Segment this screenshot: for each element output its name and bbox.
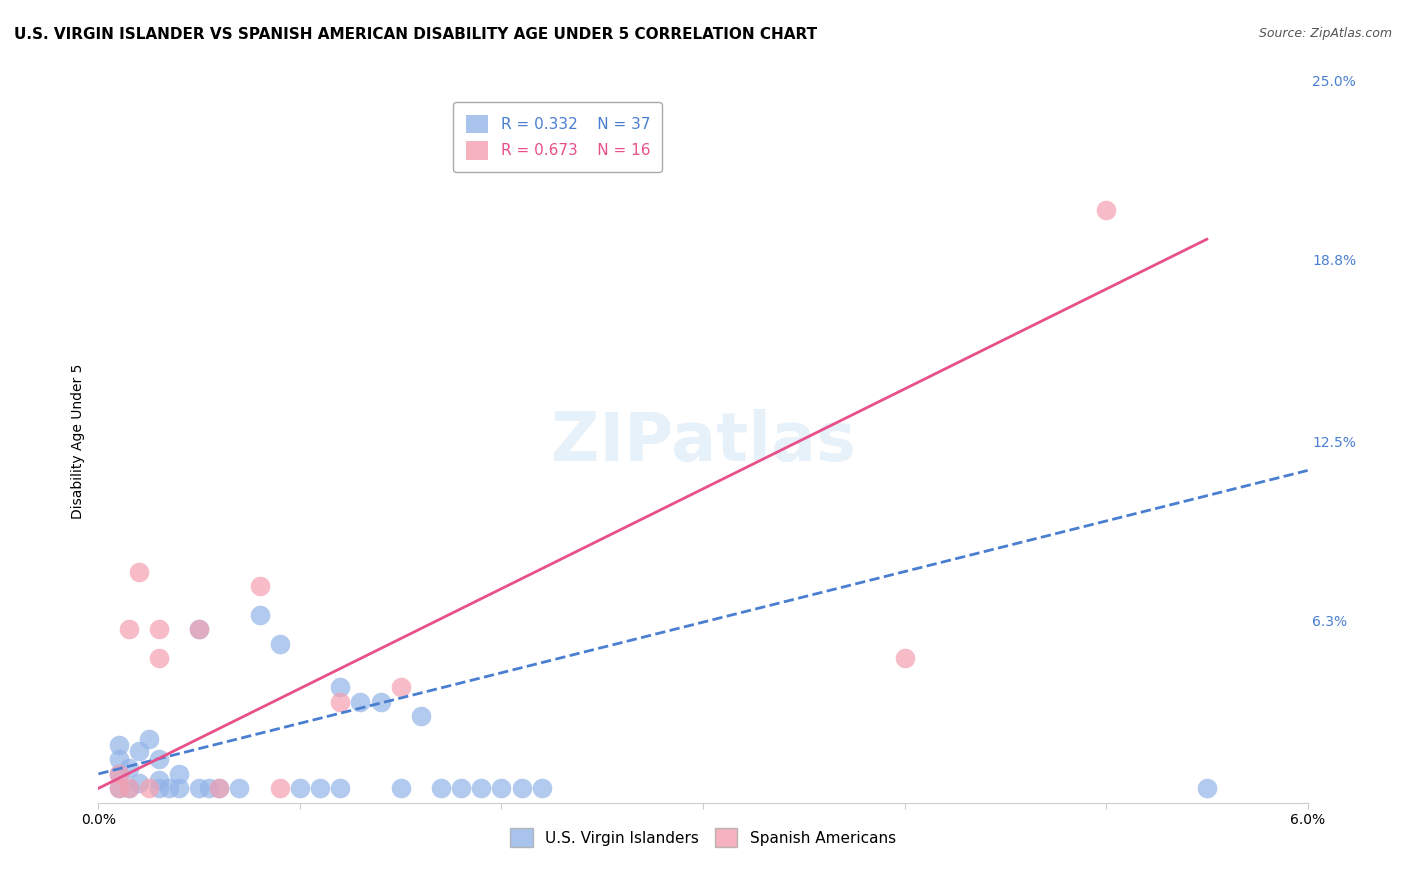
Point <box>530 781 553 796</box>
Point <box>107 767 129 781</box>
Point <box>370 695 392 709</box>
Point <box>157 781 180 796</box>
Point <box>148 781 170 796</box>
Point <box>138 732 160 747</box>
Point <box>893 651 915 665</box>
Point <box>349 695 371 709</box>
Point <box>128 565 150 579</box>
Point <box>138 781 160 796</box>
Point <box>107 738 129 752</box>
Point <box>269 781 291 796</box>
Point <box>430 781 453 796</box>
Text: ZIPatlas: ZIPatlas <box>551 409 855 475</box>
Point <box>148 651 170 665</box>
Point <box>1095 203 1118 218</box>
Point <box>148 623 170 637</box>
Point <box>510 781 533 796</box>
Point <box>118 781 141 796</box>
Point <box>208 781 231 796</box>
Point <box>148 752 170 766</box>
Point <box>118 781 141 796</box>
Point <box>148 772 170 787</box>
Point <box>450 781 472 796</box>
Point <box>107 781 129 796</box>
Point <box>309 781 332 796</box>
Y-axis label: Disability Age Under 5: Disability Age Under 5 <box>70 364 84 519</box>
Point <box>198 781 221 796</box>
Point <box>329 680 352 694</box>
Point <box>208 781 231 796</box>
Point <box>409 709 432 723</box>
Point <box>188 623 211 637</box>
Point <box>167 767 190 781</box>
Point <box>329 695 352 709</box>
Point <box>107 781 129 796</box>
Point <box>128 744 150 758</box>
Point <box>491 781 513 796</box>
Point <box>470 781 492 796</box>
Point <box>329 781 352 796</box>
Point <box>269 637 291 651</box>
Point <box>107 767 129 781</box>
Point <box>118 623 141 637</box>
Point <box>288 781 311 796</box>
Point <box>1195 781 1218 796</box>
Point <box>249 579 271 593</box>
Point <box>389 680 412 694</box>
Point <box>389 781 412 796</box>
Point <box>249 607 271 622</box>
Point <box>128 775 150 789</box>
Point <box>107 752 129 766</box>
Text: Source: ZipAtlas.com: Source: ZipAtlas.com <box>1258 27 1392 40</box>
Point <box>167 781 190 796</box>
Legend: U.S. Virgin Islanders, Spanish Americans: U.S. Virgin Islanders, Spanish Americans <box>505 822 901 853</box>
Point <box>118 761 141 775</box>
Point <box>188 623 211 637</box>
Point <box>188 781 211 796</box>
Text: U.S. VIRGIN ISLANDER VS SPANISH AMERICAN DISABILITY AGE UNDER 5 CORRELATION CHAR: U.S. VIRGIN ISLANDER VS SPANISH AMERICAN… <box>14 27 817 42</box>
Point <box>228 781 250 796</box>
